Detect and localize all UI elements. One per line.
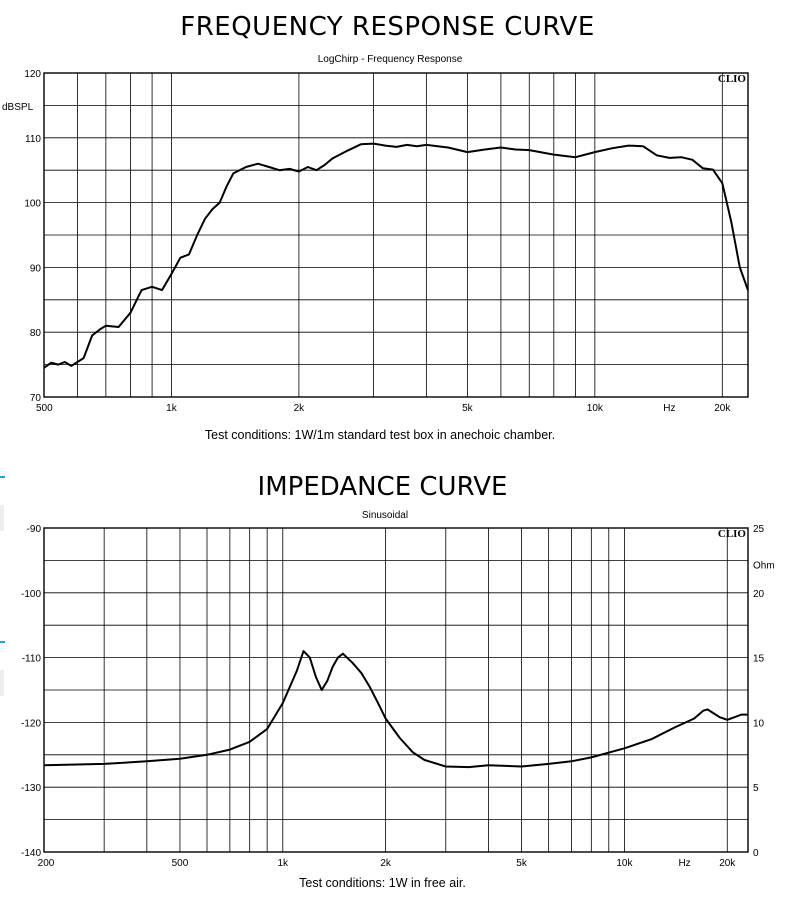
x-tick-label: 500 — [36, 403, 53, 414]
x-tick-label: 2k — [294, 403, 306, 414]
y-tick-label-right: 25 — [753, 524, 765, 535]
x-tick-label: 200 — [38, 858, 55, 869]
y-tick-label: 120 — [24, 69, 41, 80]
y-tick-label-left: -130 — [21, 783, 41, 794]
y-tick-label-left: -120 — [21, 718, 41, 729]
frequency-response-title: FREQUENCY RESPONSE CURVE — [180, 12, 595, 42]
left-edge-box — [0, 670, 4, 696]
left-edge-box — [0, 505, 4, 531]
impedance-series-line — [43, 650, 748, 769]
x-tick-label: 2k — [380, 858, 392, 869]
x-tick-label: 5k — [462, 403, 474, 414]
y-tick-label: 70 — [30, 393, 42, 404]
y-axis-label-right: Ohm — [753, 560, 775, 571]
x-tick-label: 5k — [516, 858, 528, 869]
x-tick-label: Hz — [678, 858, 690, 869]
x-tick-label: Hz — [663, 403, 675, 414]
frequency-response-series-line — [43, 142, 749, 369]
y-tick-label-left: -110 — [22, 654, 42, 665]
plot-frame — [43, 527, 749, 853]
plot-frame — [43, 72, 749, 398]
y-tick-label: 80 — [30, 328, 42, 339]
x-tick-label: 10k — [587, 403, 604, 414]
clio-watermark: CLIO — [718, 528, 747, 540]
x-tick-label: 1k — [166, 403, 178, 414]
x-tick-label: 10k — [616, 858, 633, 869]
y-tick-label-right: 0 — [753, 848, 759, 859]
x-tick-label: 500 — [172, 858, 189, 869]
left-edge-marker — [0, 641, 5, 643]
frequency-response-conditions: Test conditions: 1W/1m standard test box… — [204, 428, 556, 442]
impedance-conditions: Test conditions: 1W in free air. — [299, 876, 466, 890]
y-tick-label-left: -100 — [21, 589, 41, 600]
left-edge-marker — [0, 476, 5, 478]
y-tick-label: 100 — [24, 199, 41, 210]
y-tick-label-right: 5 — [753, 783, 759, 794]
y-tick-label-right: 15 — [753, 654, 765, 665]
y-tick-label-left: -140 — [21, 848, 41, 859]
impedance-title: IMPEDANCE CURVE — [257, 472, 508, 502]
y-tick-label: 90 — [30, 263, 42, 274]
y-tick-label: 110 — [25, 134, 41, 145]
x-tick-label: 20k — [714, 403, 731, 414]
impedance-subtitle: Sinusoidal — [361, 510, 409, 521]
x-tick-label: 1k — [278, 858, 290, 869]
x-tick-label: 20k — [719, 858, 736, 869]
y-axis-label: dBSPL — [2, 102, 34, 113]
frequency-response-subtitle: LogChirp - Frequency Response — [317, 54, 463, 65]
clio-watermark: CLIO — [718, 73, 747, 85]
y-tick-label-left: -90 — [27, 524, 42, 535]
y-tick-label-right: 10 — [753, 718, 765, 729]
y-tick-label-right: 20 — [753, 589, 765, 600]
